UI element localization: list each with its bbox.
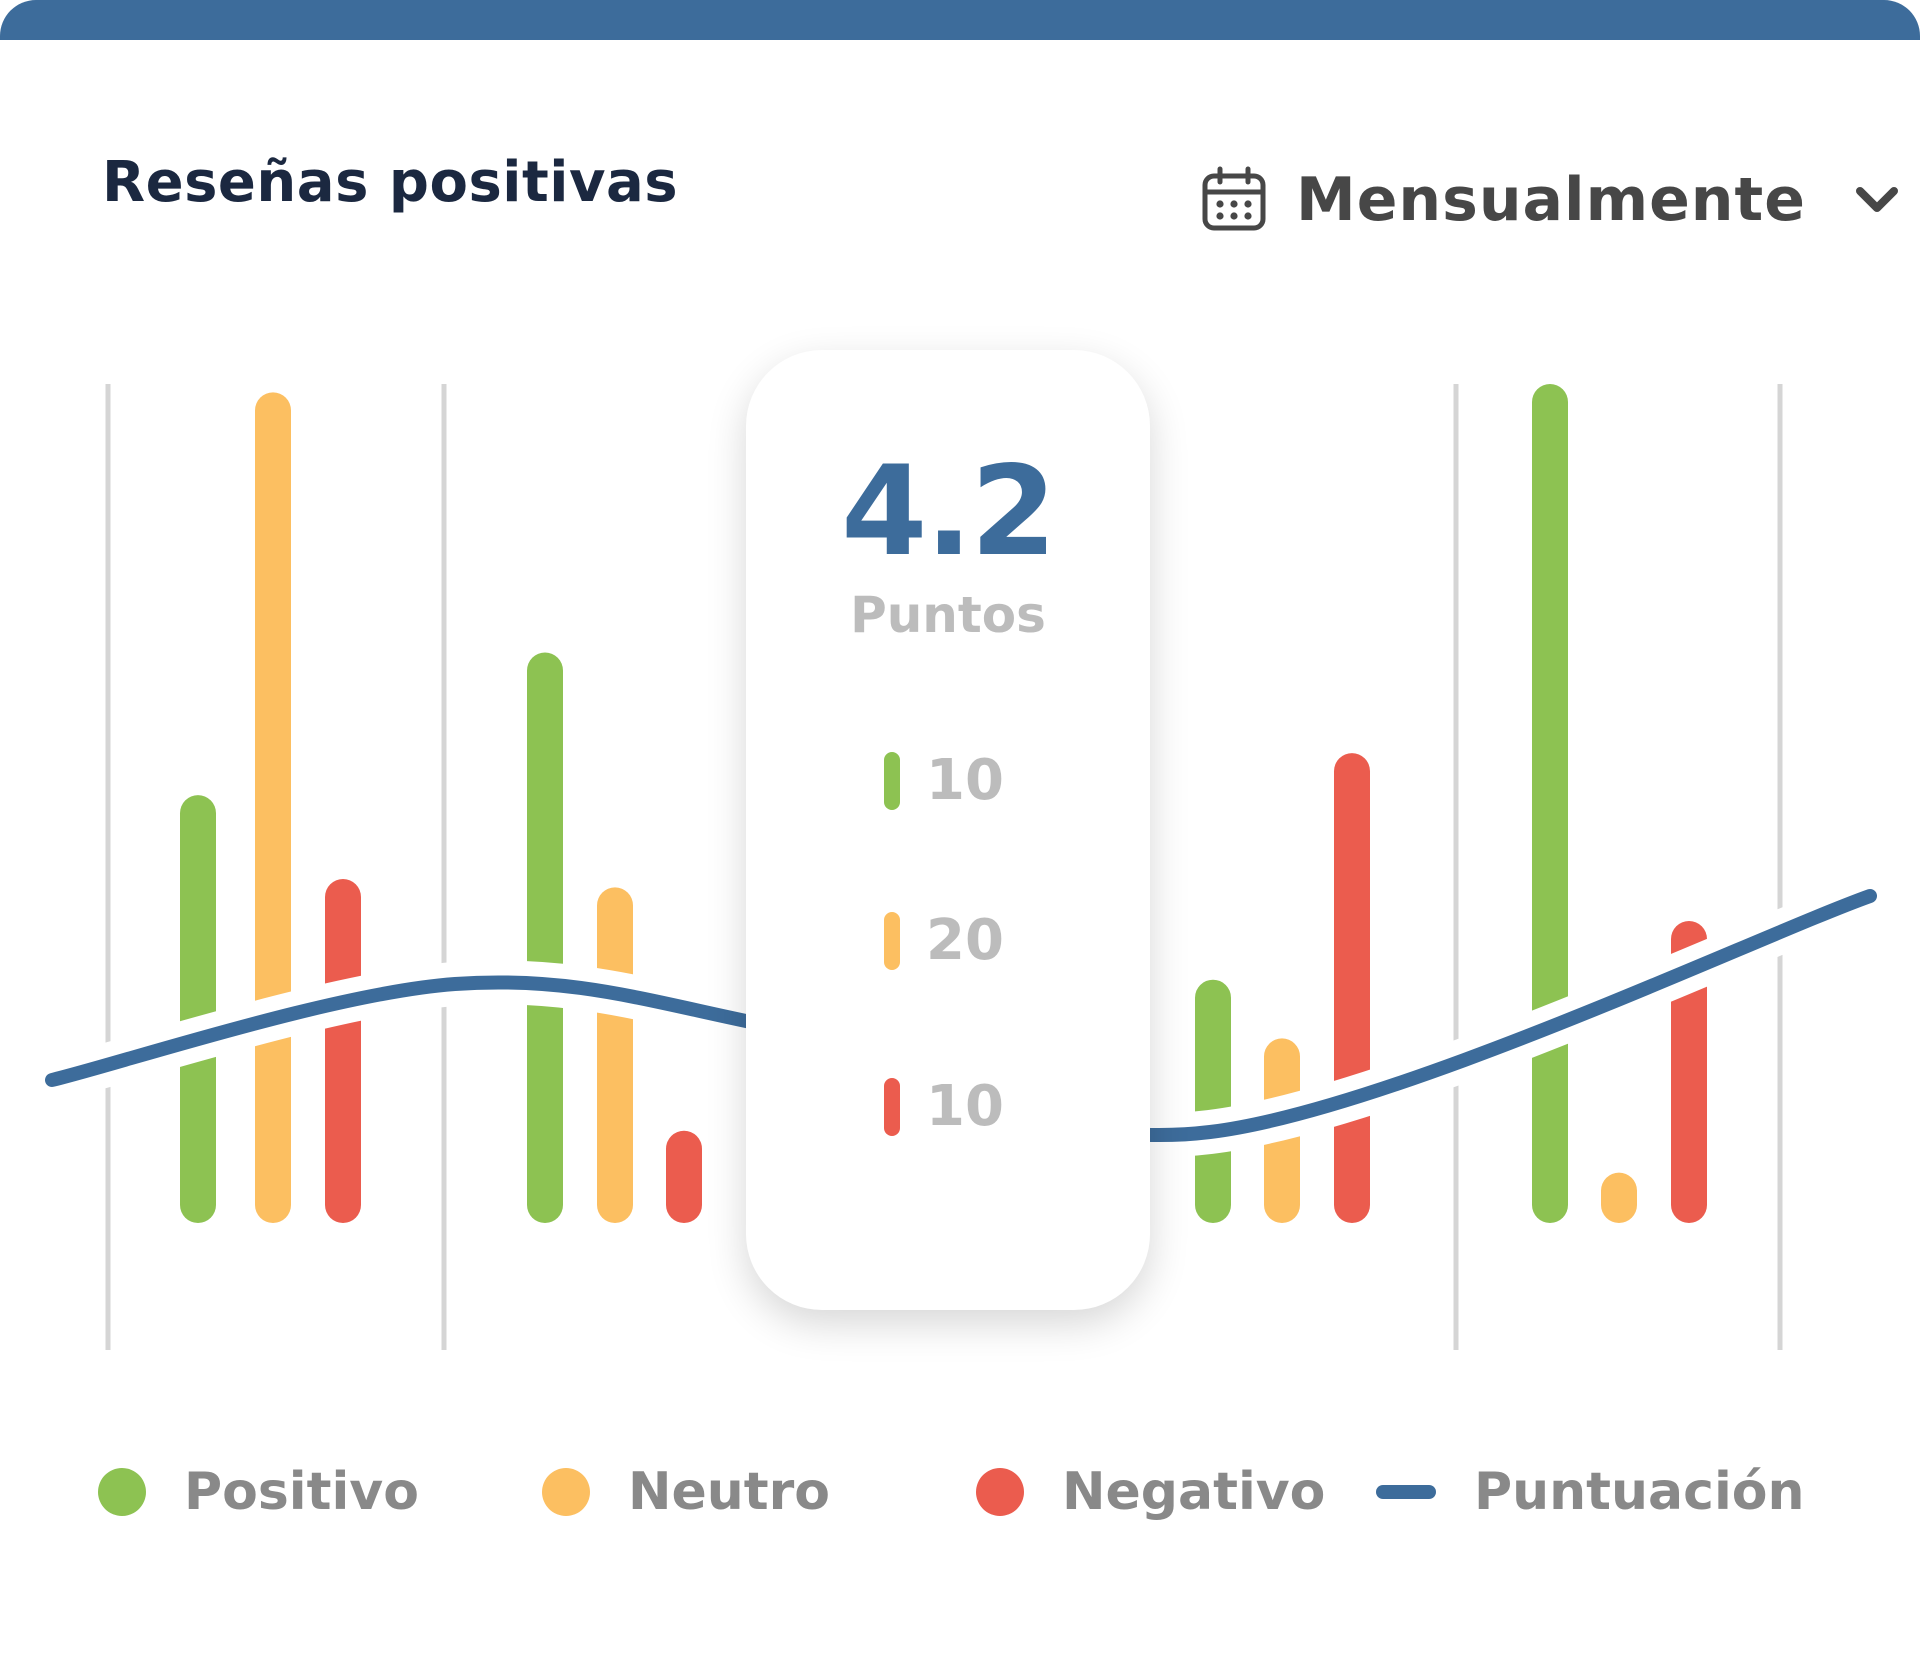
legend-item-neutral: Neutro xyxy=(542,1462,830,1522)
tooltip-positive-value: 10 xyxy=(926,748,1004,813)
card-title: Reseñas positivas xyxy=(102,150,679,215)
bar-neutro-5 xyxy=(1601,1172,1637,1223)
legend-score-marker xyxy=(1376,1485,1436,1499)
tooltip-row-negative: 10 xyxy=(884,1074,1004,1139)
legend-neutral-marker xyxy=(542,1468,590,1516)
period-label: Mensualmente xyxy=(1296,165,1806,235)
tooltip-neutral-marker xyxy=(884,911,900,970)
tooltip-neutral-value: 20 xyxy=(926,908,1004,973)
tooltip-unit: Puntos xyxy=(850,586,1046,644)
tooltip-positive-marker xyxy=(884,751,900,810)
bar-positivo-5 xyxy=(1532,384,1568,1223)
legend-item-negative: Negativo xyxy=(976,1462,1325,1522)
legend-negative-label: Negativo xyxy=(1062,1462,1326,1522)
card-accent-bar xyxy=(0,0,1920,40)
period-selector[interactable]: Mensualmente xyxy=(1200,160,1902,240)
tooltip-negative-marker xyxy=(884,1077,900,1136)
bar-positivo-4 xyxy=(1195,979,1231,1223)
legend-score-label: Puntuación xyxy=(1474,1462,1805,1522)
chevron-down-icon xyxy=(1855,187,1898,212)
bar-positivo-2 xyxy=(527,652,563,1223)
legend-positive-marker xyxy=(98,1468,146,1516)
calendar-icon xyxy=(1202,166,1266,231)
legend-neutral-label: Neutro xyxy=(628,1462,831,1522)
bar-negativo-1 xyxy=(325,879,361,1223)
tooltip-row-neutral: 20 xyxy=(884,908,1004,973)
bar-neutro-2 xyxy=(597,887,633,1223)
tooltip-row-positive: 10 xyxy=(884,748,1004,813)
bar-negativo-4 xyxy=(1334,753,1370,1223)
bar-positivo-1 xyxy=(180,795,216,1223)
legend-item-score: Puntuación xyxy=(1376,1462,1805,1522)
legend-negative-marker xyxy=(976,1468,1024,1516)
bar-neutro-1 xyxy=(255,392,291,1223)
data-tooltip: 4.2 Puntos 10 20 10 xyxy=(746,350,1150,1310)
bar-negativo-2 xyxy=(666,1130,702,1223)
tooltip-negative-value: 10 xyxy=(926,1074,1004,1139)
chart-legend: Positivo Neutro Negativo Puntuación xyxy=(0,1462,1920,1552)
legend-item-positive: Positivo xyxy=(98,1462,419,1522)
tooltip-score: 4.2 xyxy=(841,440,1057,584)
legend-positive-label: Positivo xyxy=(184,1462,419,1522)
